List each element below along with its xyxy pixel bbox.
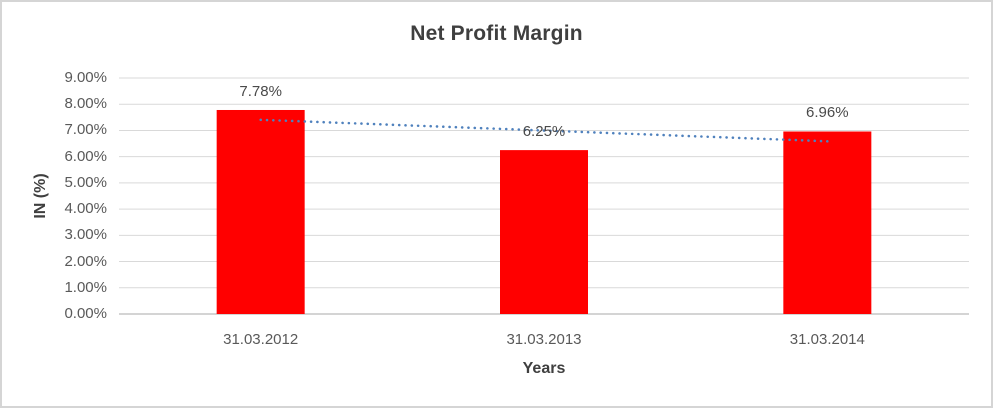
y-tick-label: 2.00% <box>64 252 107 270</box>
bar-31.03.2013 <box>500 150 588 314</box>
x-tick-label: 31.03.2013 <box>506 331 582 348</box>
data-label: 7.78% <box>239 82 282 100</box>
data-label: 6.96% <box>806 104 849 122</box>
y-tick-label: 0.00% <box>64 305 107 322</box>
x-tick-label: 31.03.2014 <box>789 331 865 348</box>
y-tick-label: 6.00% <box>64 147 107 165</box>
trendline <box>259 118 829 143</box>
y-tick-label: 3.00% <box>64 226 107 244</box>
y-tick-label: 9.00% <box>64 69 107 86</box>
data-label: 6.25% <box>522 123 566 141</box>
y-tick-label: 5.00% <box>64 173 107 191</box>
y-tick-label: 4.00% <box>64 200 107 218</box>
chart-title: Net Profit Margin <box>410 22 583 45</box>
bar-31.03.2012 <box>216 109 305 314</box>
y-tick-label: 7.00% <box>64 121 107 139</box>
bar-31.03.2014 <box>783 131 872 314</box>
x-axis-title: Years <box>522 360 566 377</box>
y-tick-label: 8.00% <box>64 95 107 113</box>
y-tick-label: 1.00% <box>64 278 107 296</box>
x-tick-label: 31.03.2012 <box>223 331 299 348</box>
